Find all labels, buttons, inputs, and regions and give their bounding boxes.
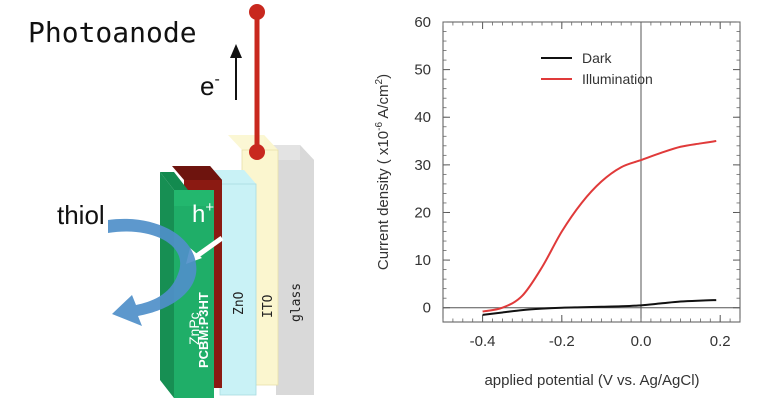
x-tick-label: 0.0 (631, 333, 652, 350)
axis-ticks: -0.4 -0.2 0.0 0.2 0 10 20 30 40 50 60 (414, 14, 741, 350)
y-tick-label: 0 (423, 300, 431, 317)
electrode-wire (249, 4, 265, 160)
y-tick-label: 10 (414, 252, 431, 269)
series-group (482, 140, 717, 316)
y-tick-label: 50 (414, 62, 431, 79)
x-tick-label: 0.2 (710, 333, 731, 350)
x-axis-label: applied potential (V vs. Ag/AgCl) (484, 372, 699, 389)
wire-top-terminal (249, 4, 265, 20)
y-tick-label: 40 (414, 109, 431, 126)
thiol-reaction-arrow (108, 218, 197, 326)
wire-contact-terminal (249, 144, 265, 160)
y-tick-label: 30 (414, 157, 431, 174)
layer-label-zno: ZnO (232, 291, 247, 315)
layer-label-znpc: ZnPc (186, 312, 202, 345)
x-tick-label: -0.2 (549, 333, 575, 350)
series-line-illumination (482, 140, 717, 313)
y-tick-label: 60 (414, 14, 431, 31)
legend-label-illumination: Illumination (582, 71, 653, 87)
y-tick-label: 20 (414, 204, 431, 221)
hole-label: h+ (192, 199, 214, 228)
glass-layer (262, 145, 314, 395)
plot-frame (442, 21, 741, 323)
y-axis-label: Current density ( x10-6 A/cm2) (374, 74, 392, 270)
x-tick-label: -0.4 (470, 333, 496, 350)
photoanode-title: Photoanode (28, 16, 197, 49)
layer-label-pcbm-p3ht: PCBM:P3HT (196, 292, 211, 368)
series-line-dark (482, 299, 717, 316)
electron-flow-arrow (230, 44, 242, 100)
thiol-label: thiol (57, 200, 105, 230)
layer-label-glass: glass (289, 283, 304, 322)
zno-layer (208, 170, 257, 396)
legend-label-dark: Dark (582, 50, 613, 66)
chart-legend: Dark Illumination (541, 50, 653, 87)
electron-label: e- (200, 71, 220, 101)
layer-label-ito: ITO (261, 294, 276, 318)
